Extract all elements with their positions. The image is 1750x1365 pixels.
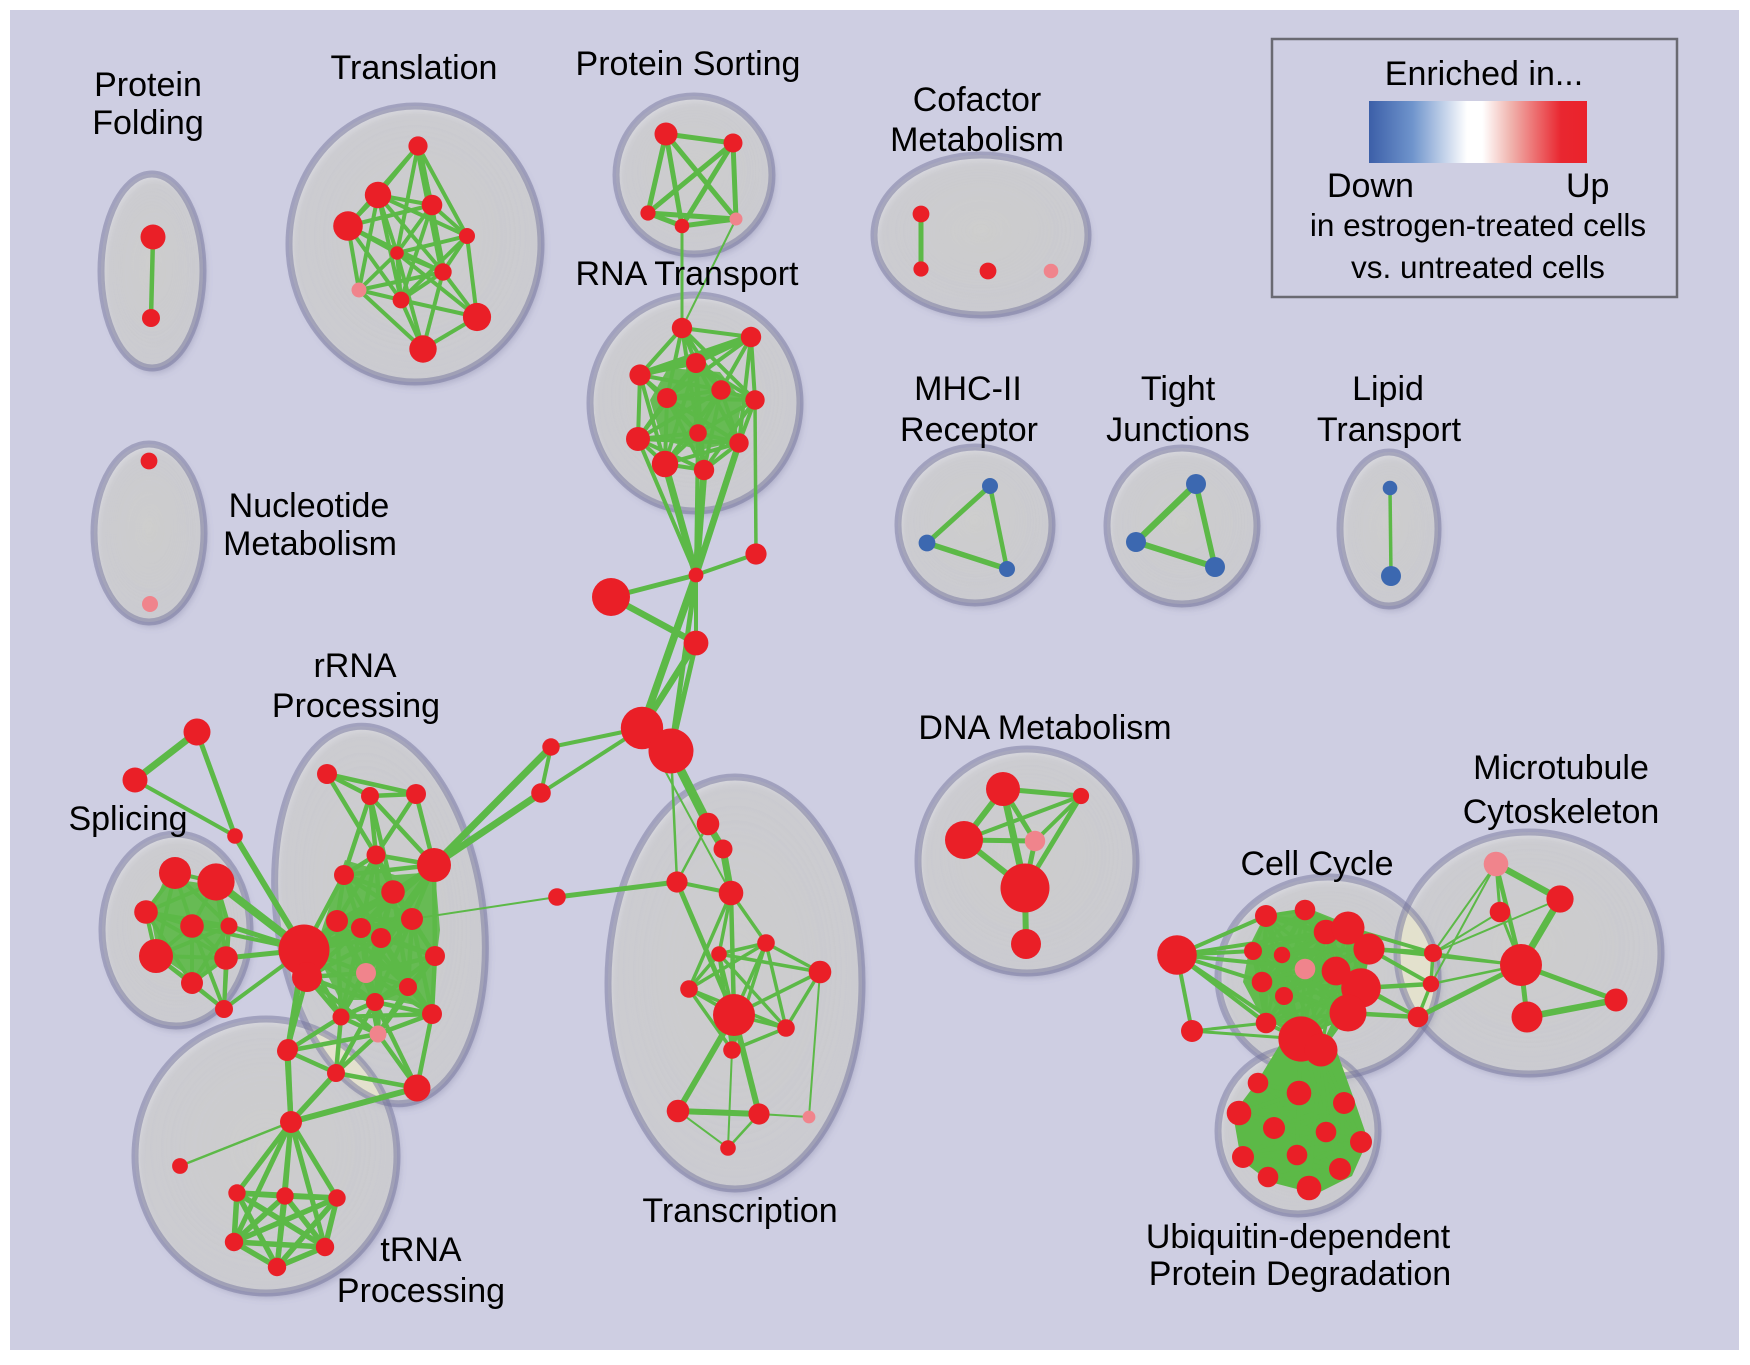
svg-text:Receptor: Receptor: [900, 411, 1038, 449]
svg-text:Enriched in...: Enriched in...: [1385, 55, 1583, 93]
svg-text:Tight: Tight: [1141, 370, 1216, 408]
svg-text:Protein Degradation: Protein Degradation: [1149, 1255, 1451, 1293]
svg-text:MHC-II: MHC-II: [914, 370, 1022, 408]
svg-text:vs. untreated cells: vs. untreated cells: [1351, 249, 1605, 285]
svg-text:Translation: Translation: [331, 49, 498, 87]
svg-text:Lipid: Lipid: [1352, 370, 1424, 408]
svg-text:Protein: Protein: [94, 66, 202, 104]
svg-text:Processing: Processing: [337, 1272, 505, 1310]
svg-text:Metabolism: Metabolism: [890, 121, 1064, 159]
svg-text:Up: Up: [1566, 167, 1609, 205]
svg-text:in estrogen-treated cells: in estrogen-treated cells: [1310, 207, 1646, 243]
svg-text:Splicing: Splicing: [68, 800, 187, 838]
svg-text:Cofactor: Cofactor: [913, 81, 1042, 119]
svg-text:DNA Metabolism: DNA Metabolism: [918, 709, 1171, 747]
svg-text:rRNA: rRNA: [313, 647, 396, 685]
svg-text:Junctions: Junctions: [1106, 411, 1250, 449]
svg-text:Cell Cycle: Cell Cycle: [1240, 845, 1393, 883]
svg-text:Ubiquitin-dependent: Ubiquitin-dependent: [1146, 1218, 1451, 1256]
svg-text:RNA Transport: RNA Transport: [576, 255, 800, 293]
svg-text:Metabolism: Metabolism: [223, 525, 397, 563]
svg-text:Cytoskeleton: Cytoskeleton: [1463, 793, 1660, 831]
svg-text:tRNA: tRNA: [380, 1231, 462, 1269]
svg-text:Folding: Folding: [92, 104, 204, 142]
svg-text:Processing: Processing: [272, 687, 440, 725]
svg-text:Microtubule: Microtubule: [1473, 749, 1649, 787]
svg-text:Transport: Transport: [1317, 411, 1462, 449]
svg-text:Down: Down: [1327, 167, 1414, 205]
svg-text:Protein Sorting: Protein Sorting: [576, 45, 801, 83]
svg-text:Transcription: Transcription: [642, 1192, 837, 1230]
svg-text:Nucleotide: Nucleotide: [229, 487, 390, 525]
